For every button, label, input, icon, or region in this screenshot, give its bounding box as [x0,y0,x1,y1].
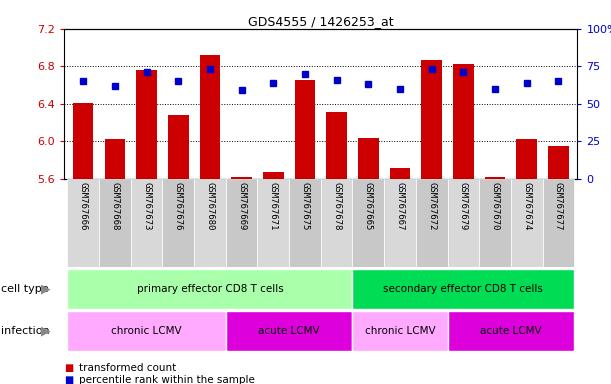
Text: GSM767677: GSM767677 [554,182,563,230]
Bar [511,179,543,267]
Text: secondary effector CD8 T cells: secondary effector CD8 T cells [384,284,543,294]
Bar [263,172,284,179]
Bar [136,70,157,179]
Bar [257,179,289,267]
Text: percentile rank within the sample: percentile rank within the sample [79,375,255,384]
Bar [289,179,321,267]
Bar [321,179,353,267]
Text: GSM767673: GSM767673 [142,182,151,230]
Text: cell type: cell type [1,284,49,294]
Text: GSM767679: GSM767679 [459,182,468,230]
Bar [447,179,479,267]
Text: GSM767678: GSM767678 [332,182,341,230]
Text: GSM767665: GSM767665 [364,182,373,230]
Text: GSM767670: GSM767670 [491,182,500,230]
Text: acute LCMV: acute LCMV [258,326,320,336]
Bar [99,179,131,267]
Bar [225,311,353,351]
Bar [384,179,416,267]
Text: GSM767666: GSM767666 [79,182,87,230]
Text: acute LCMV: acute LCMV [480,326,542,336]
Text: GSM767672: GSM767672 [427,182,436,230]
Bar [516,139,537,179]
Text: primary effector CD8 T cells: primary effector CD8 T cells [136,284,284,294]
Bar [131,179,163,267]
Bar [67,311,225,351]
Text: GSM767667: GSM767667 [395,182,404,230]
Text: transformed count: transformed count [79,363,177,373]
Text: ▶: ▶ [41,283,51,295]
Bar [353,311,447,351]
Bar [548,146,569,179]
Text: chronic LCMV: chronic LCMV [365,326,435,336]
Bar [67,269,353,309]
Bar [67,179,99,267]
Text: ▶: ▶ [41,325,51,338]
Text: GSM767669: GSM767669 [237,182,246,230]
Bar [73,103,93,179]
Text: ■: ■ [64,375,73,384]
Text: chronic LCMV: chronic LCMV [111,326,182,336]
Bar [422,60,442,179]
Bar [225,179,257,267]
Text: GSM767668: GSM767668 [111,182,119,230]
Bar [353,179,384,267]
Bar [232,177,252,179]
Text: GSM767680: GSM767680 [205,182,214,230]
Bar [295,80,315,179]
Bar [163,179,194,267]
Bar [479,179,511,267]
Text: infection: infection [1,326,50,336]
Bar [194,179,225,267]
Bar [416,179,447,267]
Bar [543,179,574,267]
Bar [200,55,220,179]
Bar [168,115,189,179]
Bar [326,112,347,179]
Text: GSM767675: GSM767675 [301,182,309,230]
Bar [104,139,125,179]
Bar [353,269,574,309]
Title: GDS4555 / 1426253_at: GDS4555 / 1426253_at [248,15,393,28]
Bar [358,138,379,179]
Text: ■: ■ [64,363,73,373]
Bar [485,177,505,179]
Text: GSM767674: GSM767674 [522,182,531,230]
Bar [390,168,410,179]
Text: GSM767671: GSM767671 [269,182,278,230]
Text: GSM767676: GSM767676 [174,182,183,230]
Bar [447,311,574,351]
Bar [453,65,474,179]
